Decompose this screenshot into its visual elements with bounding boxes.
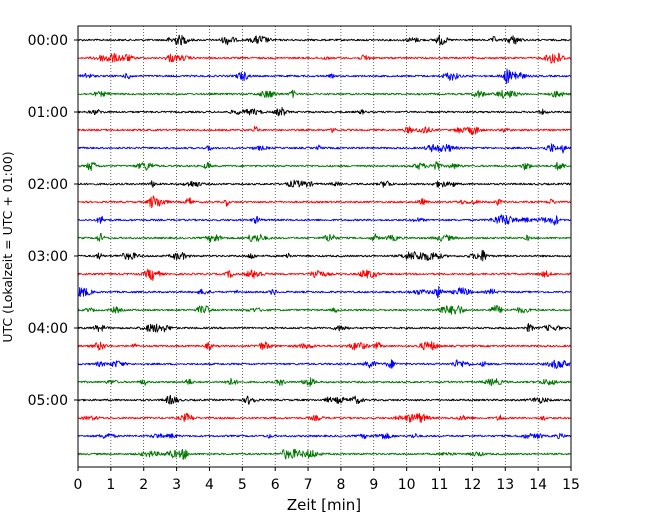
y-axis-title: UTC (Lokalzeit = UTC + 01:00) [0, 151, 15, 342]
trace-row-0230 [77, 214, 572, 226]
x-tick-label: 14 [529, 477, 547, 493]
trace-row-0445 [77, 377, 572, 387]
trace-row-0045 [77, 89, 572, 99]
trace-row-0530 [77, 432, 572, 440]
trace-row-0015 [77, 52, 571, 64]
x-axis-title: Zeit [min] [287, 496, 361, 514]
x-tick-label: 12 [463, 477, 481, 493]
trace-row-0415 [77, 341, 572, 351]
y-tick-label: 01:00 [28, 105, 68, 121]
x-tick-label: 3 [172, 477, 181, 493]
x-tick-label: 4 [205, 477, 214, 493]
trace-row-0030 [77, 68, 571, 84]
seismic-traces [77, 34, 572, 460]
x-tick-label: 7 [304, 477, 313, 493]
x-tick-label: 2 [139, 477, 148, 493]
trace-row-0400 [77, 322, 572, 333]
trace-row-0245 [77, 233, 572, 243]
plot-frame [77, 25, 572, 468]
trace-row-0130 [77, 143, 572, 154]
trace-row-0500 [77, 394, 571, 405]
trace-row-0000 [77, 34, 572, 46]
trace-row-0345 [77, 305, 572, 315]
y-tick-label: 05:00 [28, 393, 68, 409]
y-tick-label: 04:00 [28, 321, 68, 337]
trace-row-0300 [77, 249, 571, 262]
x-tick-label: 11 [431, 477, 449, 493]
x-tick-label: 5 [238, 477, 247, 493]
y-tick-label: 00:00 [28, 33, 68, 49]
x-axis-ticks: 0 1 2 3 4 5 6 7 8 9 10 11 12 13 14 15 [74, 467, 580, 493]
trace-row-0115 [77, 125, 571, 136]
x-tick-label: 0 [74, 477, 83, 493]
x-tick-label: 8 [336, 477, 345, 493]
x-tick-label: 9 [369, 477, 378, 493]
trace-row-0330 [77, 285, 571, 299]
trace-row-0545 [77, 448, 572, 460]
trace-row-0215 [77, 195, 572, 209]
trace-row-0100 [77, 107, 572, 117]
trace-row-0430 [77, 359, 572, 369]
x-tick-label: 10 [398, 477, 416, 493]
trace-row-0200 [77, 179, 572, 188]
y-tick-label: 03:00 [28, 249, 68, 265]
x-tick-label: 13 [496, 477, 514, 493]
trace-row-0315 [77, 268, 571, 281]
x-tick-label: 6 [271, 477, 280, 493]
y-tick-label: 02:00 [28, 177, 68, 193]
x-tick-label: 1 [106, 477, 115, 493]
trace-row-0145 [77, 161, 572, 172]
trace-row-0515 [77, 412, 571, 423]
x-tick-label: 15 [562, 477, 580, 493]
y-axis-ticks: 00:00 01:00 02:00 03:00 04:00 05:00 [28, 33, 78, 409]
